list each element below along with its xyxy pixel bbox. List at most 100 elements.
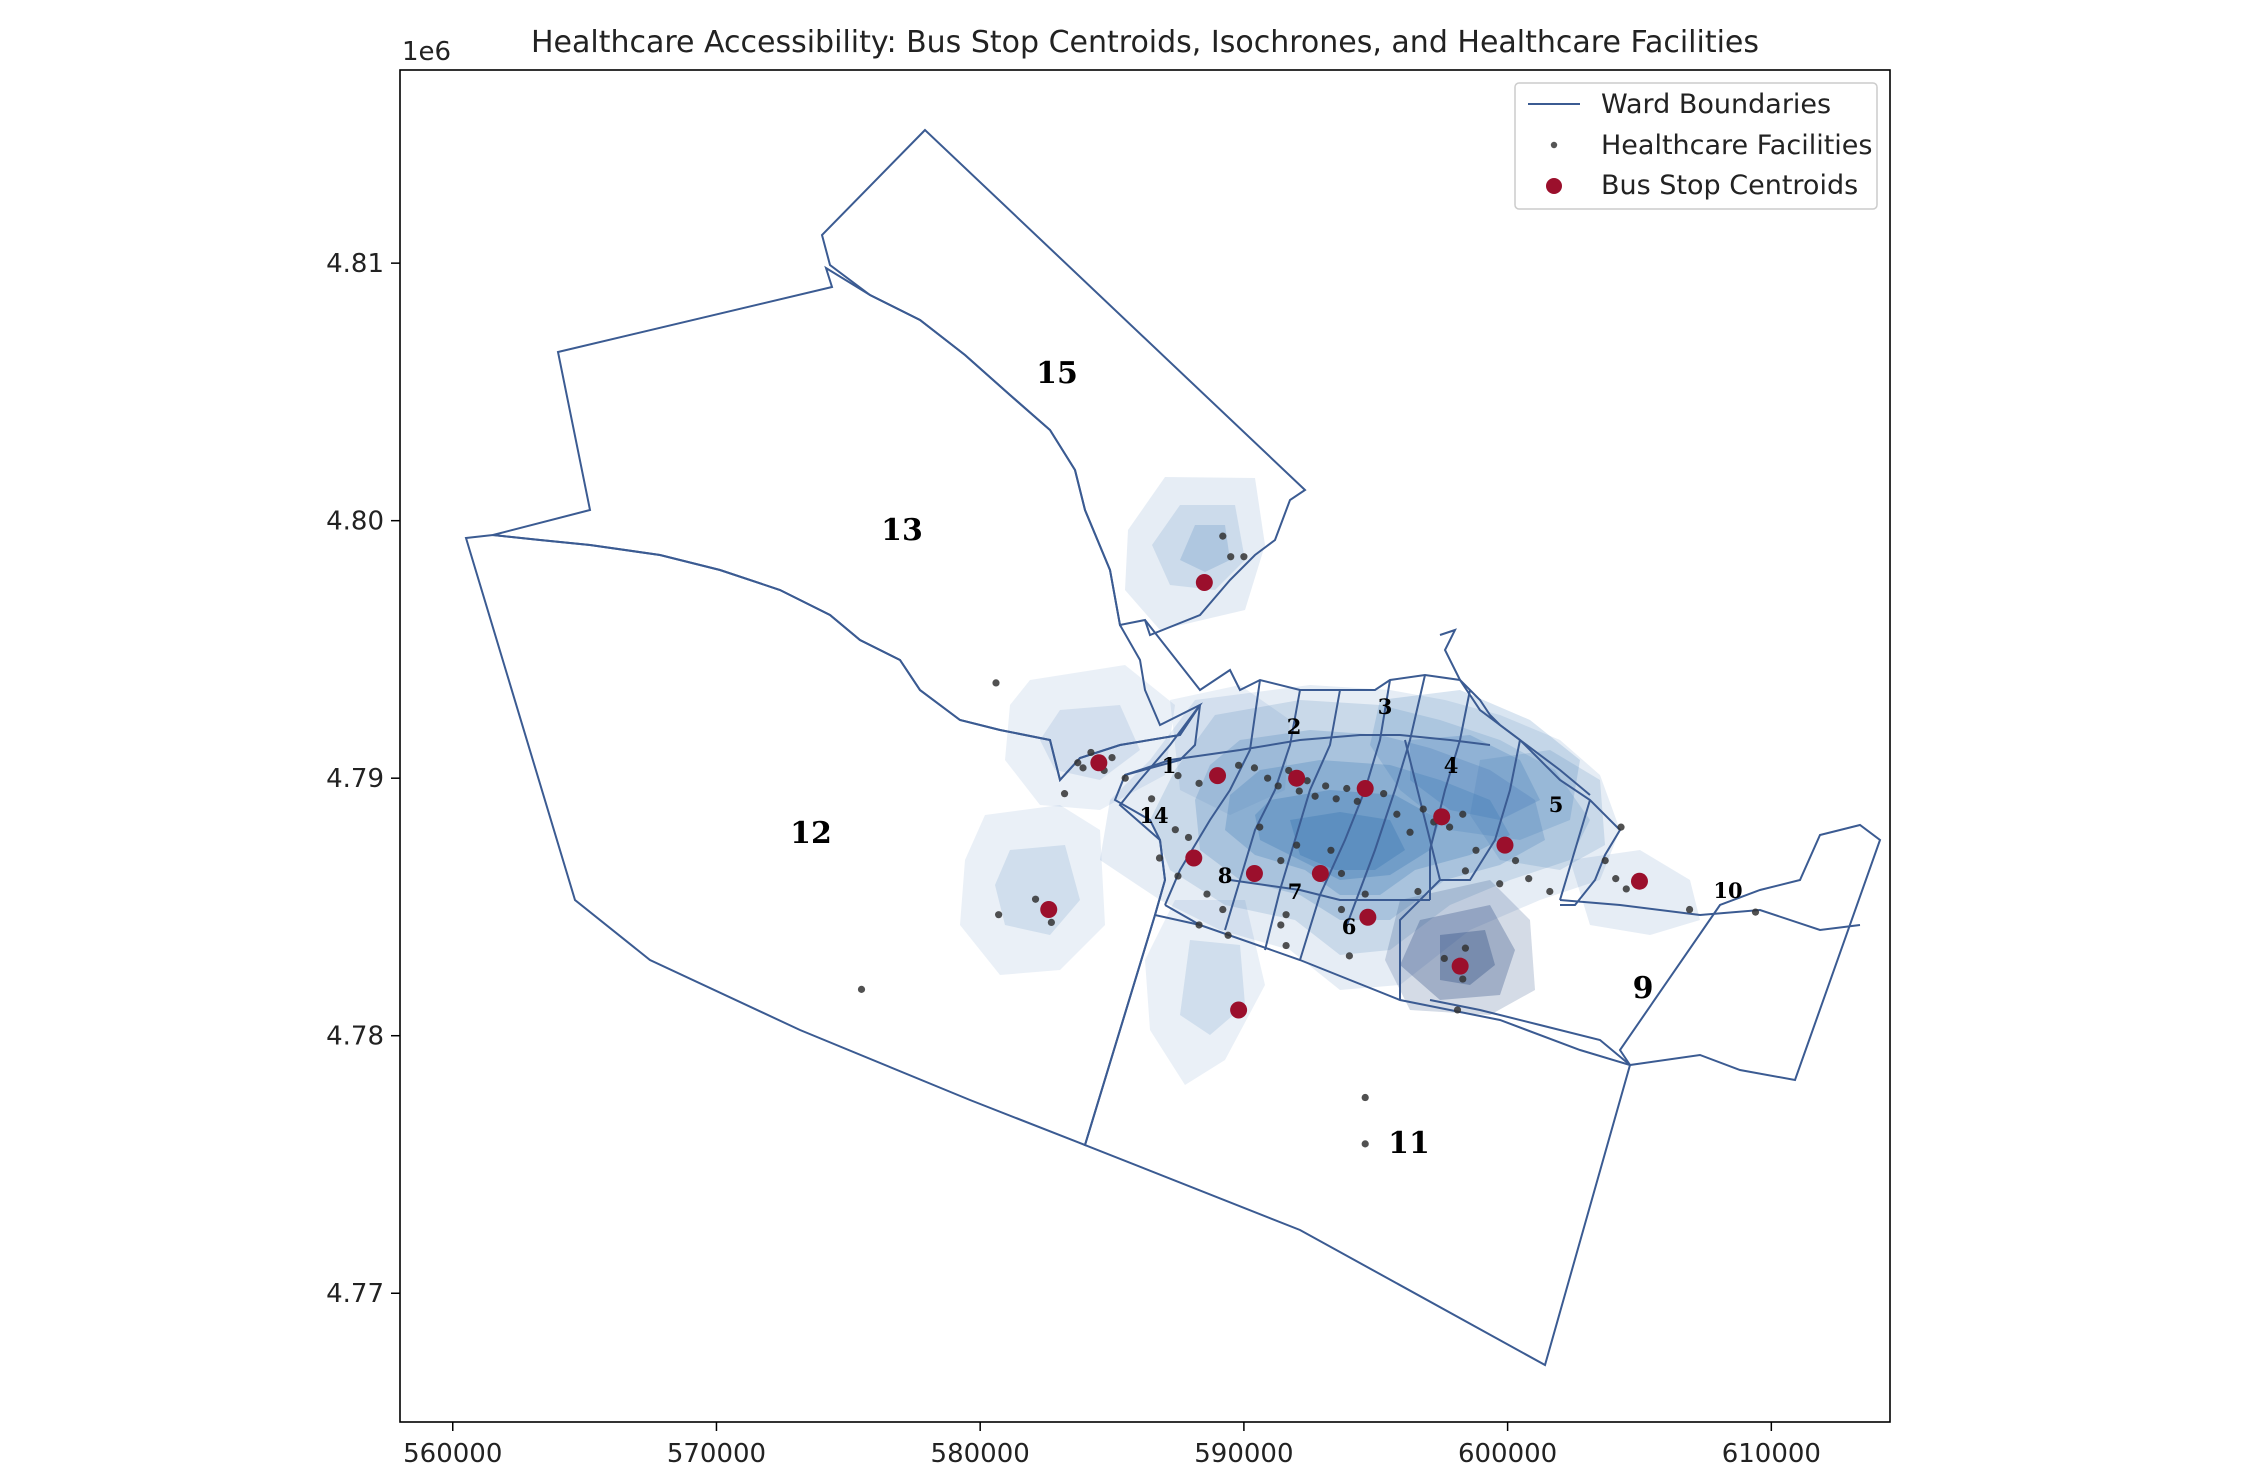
ward-boundary — [1429, 999, 1631, 1066]
y-tick-label: 4.77 — [326, 1279, 384, 1309]
ward-boundary — [1229, 879, 1430, 901]
bus-stop-centroid-point — [1209, 767, 1227, 785]
bus-stop-centroid-point — [1630, 872, 1648, 890]
healthcare-facility-point — [1445, 823, 1454, 831]
healthcare-facility-point — [1074, 759, 1082, 767]
healthcare-facility-point — [1601, 856, 1609, 865]
x-tick-label: 600000 — [1458, 1439, 1557, 1469]
ward-boundary — [1083, 913, 1632, 1367]
isochrone — [1400, 905, 1515, 1000]
bus-stop-centroid-point — [1040, 901, 1058, 919]
ward-boundary — [1164, 904, 1201, 926]
healthcare-facility-point — [1264, 774, 1272, 782]
healthcare-facility-point — [1282, 911, 1290, 919]
ward-label-3: 3 — [1378, 694, 1393, 719]
healthcare-facility-point — [1219, 532, 1227, 540]
isochrone — [1385, 880, 1535, 1015]
ward-boundary — [1344, 674, 1426, 931]
bus-stop-centroid-point — [1090, 754, 1108, 772]
healthcare-facility-point — [1174, 772, 1182, 780]
isochrone — [1180, 940, 1245, 1035]
x-tick-label: 580000 — [931, 1439, 1030, 1469]
healthcare-facility-point — [1461, 944, 1470, 952]
healthcare-facilities-layer — [857, 532, 1760, 1148]
healthcare-facility-point — [1108, 753, 1116, 762]
y-tick-label: 4.78 — [326, 1022, 384, 1052]
ward-label-4: 4 — [1444, 753, 1459, 778]
healthcare-facility-point — [1282, 941, 1290, 950]
healthcare-facility-point — [1087, 748, 1095, 757]
ward-boundary — [1224, 689, 1301, 931]
healthcare-facility-point — [1361, 890, 1369, 898]
bus-stop-centroid-point — [1356, 779, 1374, 797]
isochrone — [960, 805, 1105, 975]
axes-frame — [399, 69, 1891, 1423]
healthcare-facility-point — [1332, 795, 1340, 803]
ward-boundary — [1559, 799, 1591, 901]
bus-stop-centroid-point — [1185, 849, 1203, 867]
ward-label-11: 11 — [1388, 1126, 1430, 1161]
bus-stop-centroids-layer — [1040, 573, 1648, 1019]
bus-stop-centroid-point — [1288, 769, 1306, 787]
healthcare-facility-point — [1274, 782, 1282, 790]
x-tick-label: 590000 — [1194, 1439, 1293, 1469]
ward-boundary — [1618, 823, 1882, 1082]
ward-labels: 15 13 12 1 2 3 4 5 14 8 7 6 10 9 11 — [790, 356, 1742, 1161]
healthcare-facility-point — [1079, 764, 1087, 772]
ward-boundary — [1264, 689, 1341, 951]
healthcare-facility-point — [1219, 905, 1227, 914]
healthcare-facility-point — [1224, 931, 1232, 939]
ward-label-6: 6 — [1342, 914, 1357, 939]
ward-label-1: 1 — [1162, 753, 1177, 778]
legend-label-healthcare-facilities: Healthcare Facilities — [1601, 130, 1872, 161]
healthcare-facility-point — [1285, 766, 1293, 775]
healthcare-facility-point — [995, 911, 1003, 919]
bus-stop-centroid-point — [1433, 808, 1451, 826]
healthcare-facility-point — [1393, 810, 1401, 818]
healthcare-facility-point — [1496, 880, 1504, 888]
healthcare-facility-point — [1414, 887, 1422, 896]
healthcare-facility-point — [1250, 764, 1259, 772]
healthcare-facility-point — [1174, 872, 1182, 880]
isochrone — [1152, 505, 1245, 590]
healthcare-facility-point — [1361, 1140, 1369, 1148]
healthcare-facility-point — [1322, 782, 1330, 790]
ward-label-10: 10 — [1713, 878, 1742, 903]
bus-stop-centroid-point — [1230, 1001, 1248, 1019]
ward-label-14: 14 — [1139, 803, 1168, 828]
legend-box — [1514, 82, 1878, 210]
ward-boundaries — [464, 128, 1882, 1367]
healthcare-facility-point — [1337, 869, 1346, 878]
healthcare-facility-point — [1256, 823, 1264, 831]
healthcare-facility-point — [1195, 779, 1203, 787]
ward-boundary — [1559, 899, 1861, 932]
healthcare-facility-point — [1751, 908, 1760, 916]
legend-facility-dot-icon — [1550, 141, 1558, 149]
healthcare-facility-point — [1525, 875, 1533, 883]
ward-boundary — [1440, 739, 1521, 881]
healthcare-facility-point — [1184, 833, 1193, 842]
isochrone — [1150, 700, 1590, 955]
healthcare-facility-point — [1511, 856, 1520, 865]
bus-stop-centroid-point — [1496, 836, 1514, 854]
healthcare-facility-point — [1171, 826, 1179, 834]
isochrone — [1225, 760, 1510, 895]
healthcare-facility-point — [1293, 841, 1301, 849]
healthcare-facility-point — [1047, 918, 1055, 927]
isochrone — [1570, 850, 1700, 935]
legend-label-bus-stop-centroids: Bus Stop Centroids — [1601, 170, 1858, 201]
healthcare-facility-point — [1459, 975, 1467, 983]
healthcare-facility-point — [1235, 761, 1243, 769]
legend: Ward Boundaries Healthcare Facilities Bu… — [1514, 82, 1878, 210]
healthcare-facility-point — [1337, 905, 1346, 914]
healthcare-facility-point — [1459, 810, 1467, 818]
healthcare-facility-point — [857, 985, 866, 993]
healthcare-facility-point — [1617, 823, 1625, 831]
ward-label-12: 12 — [790, 816, 832, 851]
ward-boundary — [1113, 704, 1201, 916]
healthcare-facility-point — [1419, 805, 1427, 813]
legend-bus-stop-dot-icon — [1546, 178, 1562, 194]
healthcare-facility-point — [1295, 787, 1303, 795]
x-axis: 560000 570000 580000 590000 600000 610000 — [403, 1422, 1821, 1469]
ward-label-2: 2 — [1287, 714, 1302, 739]
